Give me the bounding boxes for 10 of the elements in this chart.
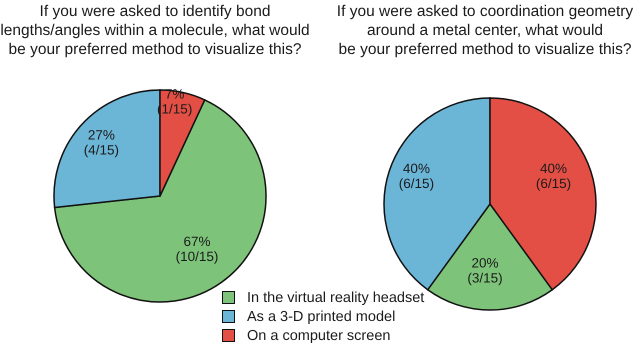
legend-label: In the virtual reality headset bbox=[247, 290, 424, 306]
data-label: 20% (3/15) bbox=[467, 255, 503, 286]
data-label: 27% (4/15) bbox=[84, 126, 119, 157]
data-label: 40% (6/15) bbox=[536, 160, 572, 191]
legend-label: On a computer screen bbox=[247, 328, 390, 344]
data-label: 67% (10/15) bbox=[176, 234, 218, 264]
legend-label: As a 3-D printed model bbox=[247, 308, 396, 324]
data-label: 40% (6/15) bbox=[398, 160, 434, 191]
chart-title: If you were asked to identify bond lengths/angles within a molecule, what would be your preferred method to visualize this? bbox=[0, 2, 311, 59]
chart-title: If you were asked to coordination geometry around a metal center, what would be your preferred method to visualize this? bbox=[336, 2, 634, 59]
